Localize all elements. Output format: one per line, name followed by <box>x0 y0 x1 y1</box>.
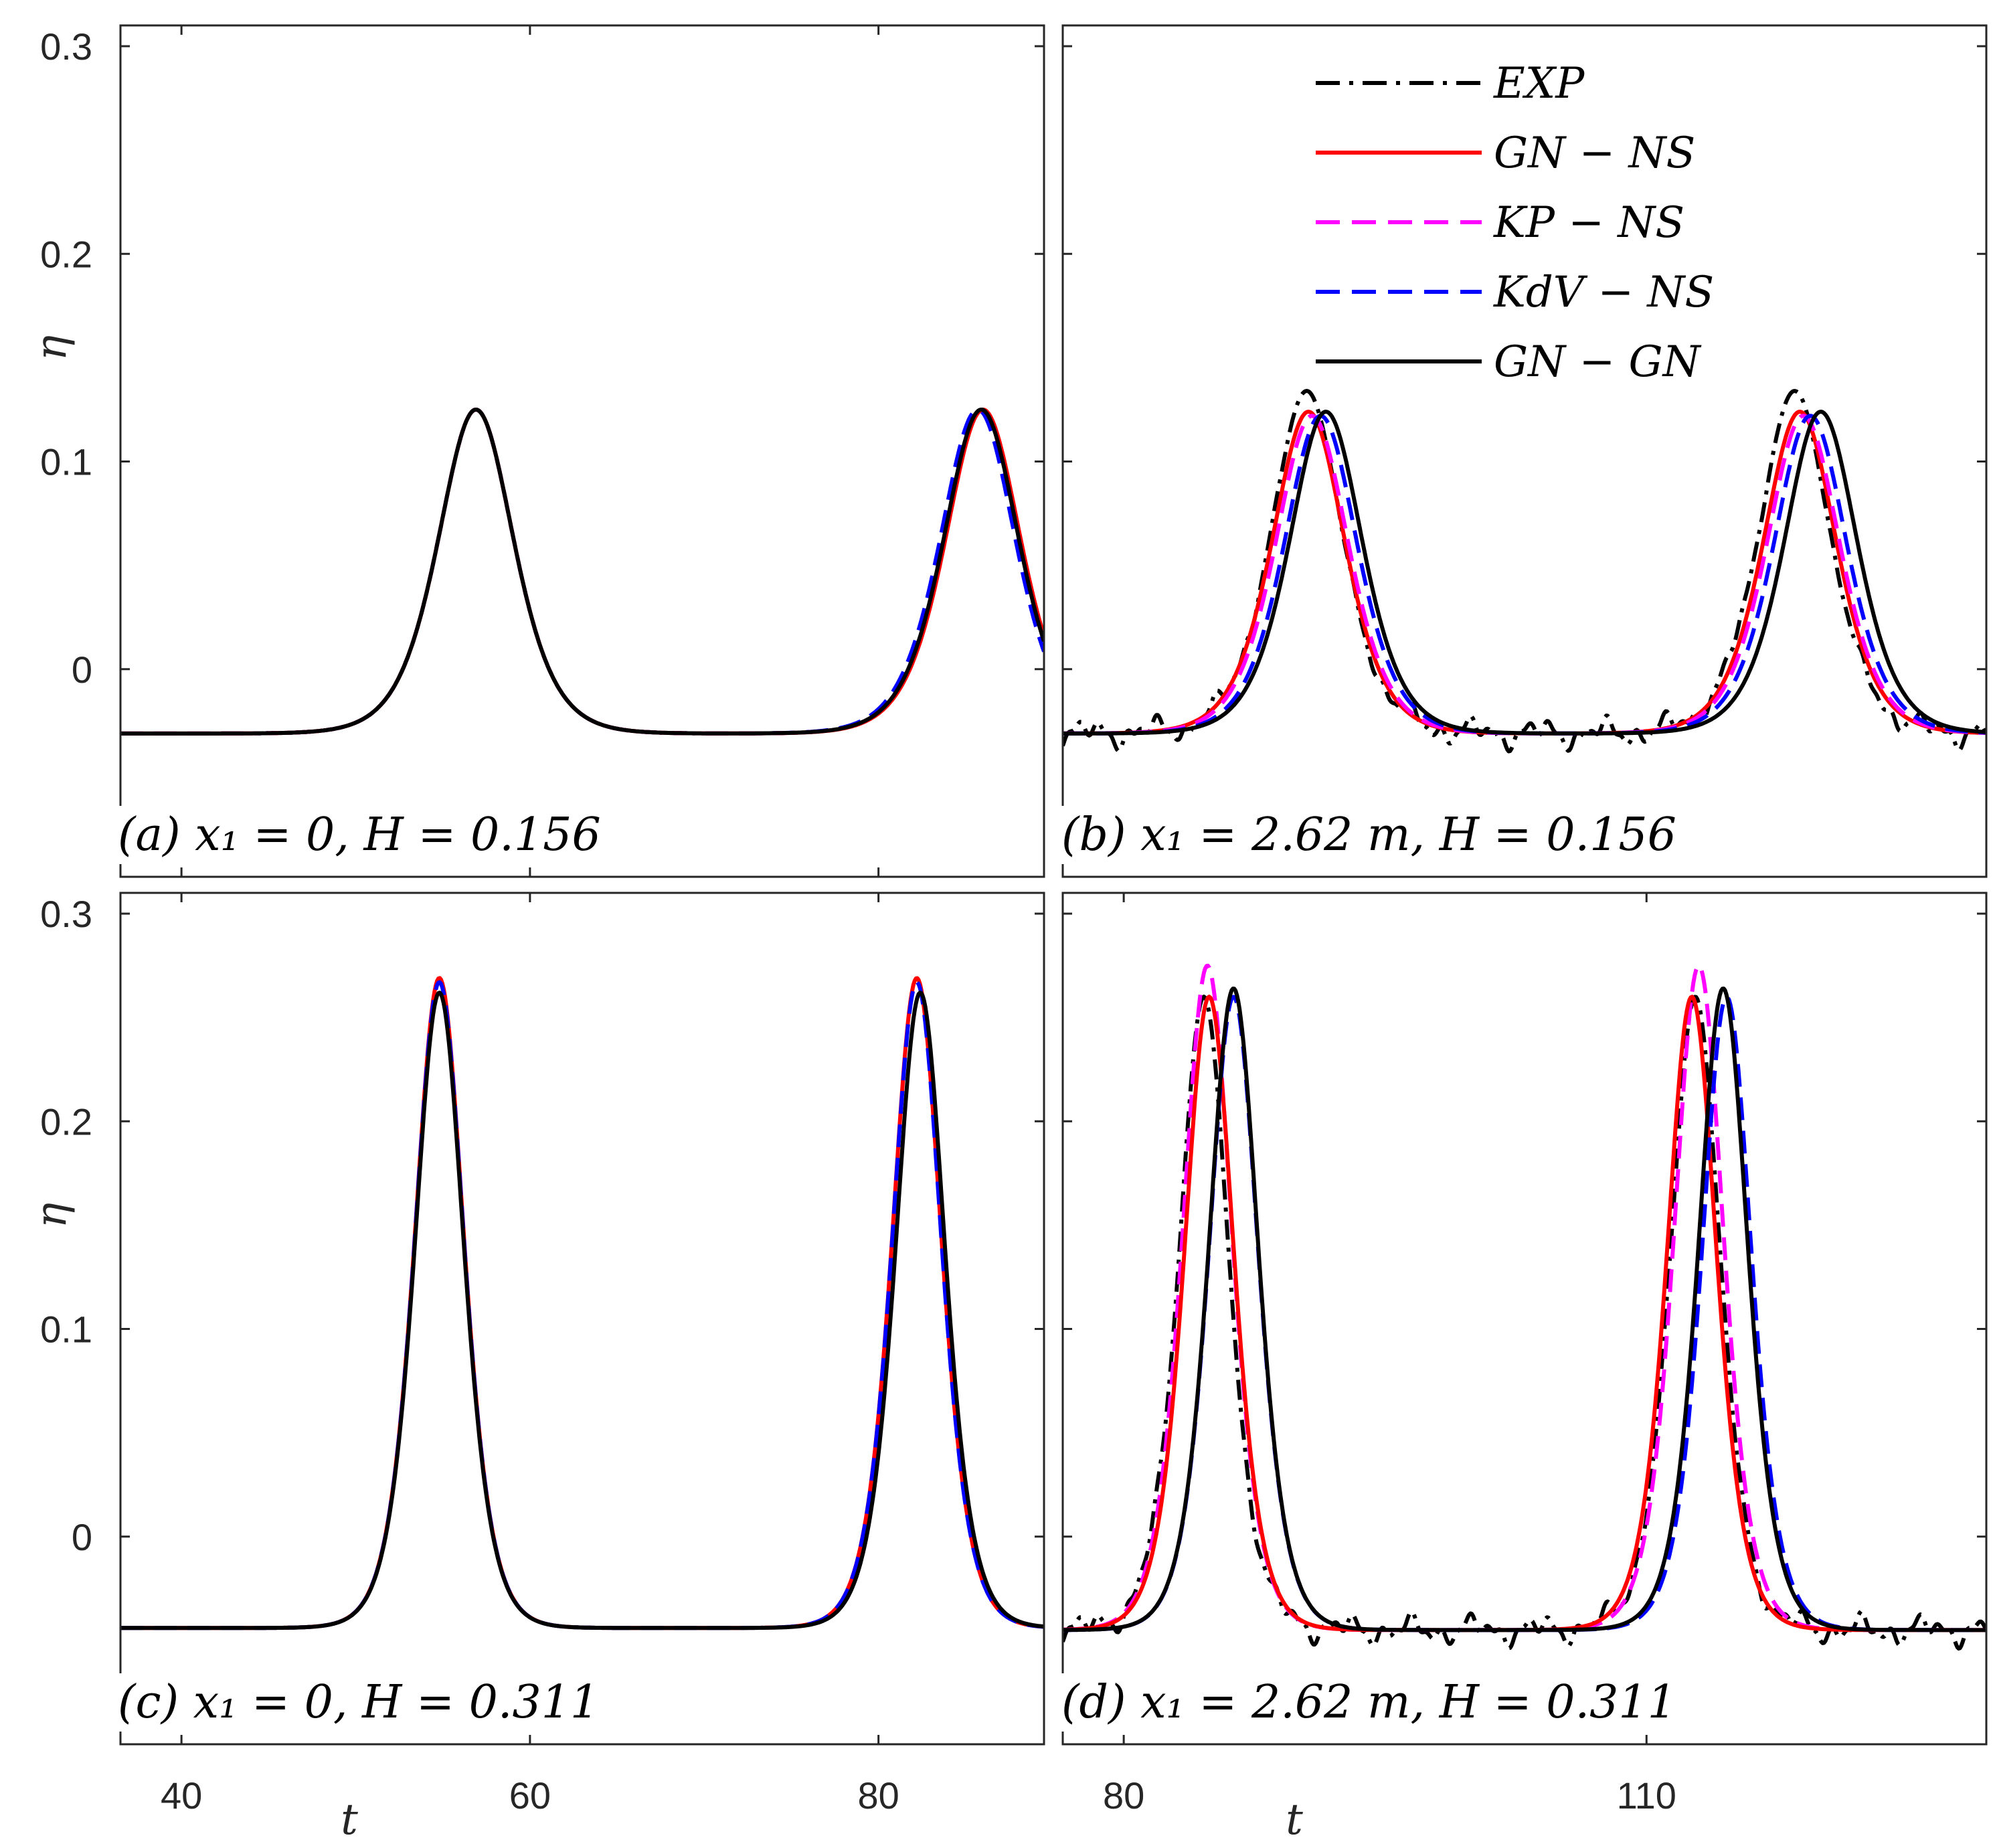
panel-b-ticks <box>1063 45 1986 671</box>
panel-d: 80 110 (d) x₁ = 2.62 m, H = 0.311 <box>1057 892 1988 1817</box>
series-gn-gn-panel-c <box>120 991 1044 1630</box>
panel-c: 0 0.1 0.2 0.3 40 60 80 (c) x₁ = 0, H = 0.311 <box>40 892 1045 1817</box>
series-gn-gn-panel-a <box>120 408 1044 736</box>
legend-entry-gn-gn: GN − GN <box>1316 337 1702 387</box>
ytick-label-c-1: 0.1 <box>40 1309 92 1351</box>
panel-d-frame <box>1061 892 1988 1746</box>
series-gn-gn-panel-d <box>1063 987 1986 1632</box>
panel-d-ticks: 80 110 <box>1063 893 1986 1817</box>
series-gn-gn-panel-b <box>1063 410 1986 736</box>
panel-a-series <box>120 408 1044 736</box>
panel-a: 0 0.1 0.2 0.3 (a) x₁ = 0, H = 0.156 <box>40 24 1045 878</box>
y-axis-label-top: η <box>27 335 76 361</box>
legend-label-gn-ns: GN − NS <box>1494 129 1695 178</box>
legend-label-exp: EXP <box>1493 59 1585 108</box>
panel-c-series <box>120 976 1044 1630</box>
panel-label-backing <box>114 806 605 864</box>
ytick-label-c-2: 0.2 <box>40 1100 92 1143</box>
xtick-label-d-1: 110 <box>1617 1774 1676 1817</box>
panel-b: (b) x₁ = 2.62 m, H = 0.156 <box>1057 24 1988 878</box>
panel-b-label: (b) x₁ = 2.62 m, H = 0.156 <box>1061 809 1676 861</box>
x-axis-label-right: t <box>1286 1795 1303 1845</box>
x-axis-label-left: t <box>341 1795 358 1845</box>
panel-d-label: (d) x₁ = 2.62 m, H = 0.311 <box>1061 1676 1676 1729</box>
panel-label-backing <box>1057 1673 1680 1732</box>
xtick-label-c-0: 40 <box>161 1774 202 1817</box>
y-axis-label-bottom: η <box>27 1203 76 1228</box>
panel-c-frame <box>119 892 1045 1746</box>
series-exp-panel-b <box>1063 389 1986 754</box>
ytick-label-c-3: 0.3 <box>40 893 92 935</box>
panel-a-label: (a) x₁ = 0, H = 0.156 <box>118 809 601 861</box>
panel-d-series <box>1063 963 1986 1651</box>
panel-label-backing <box>114 1673 604 1732</box>
legend-label-kp-ns: KP − NS <box>1493 198 1684 248</box>
panel-a-frame <box>119 24 1045 878</box>
panel-label-backing <box>1057 806 1680 864</box>
panel-a-ticks: 0 0.1 0.2 0.3 <box>40 25 1044 877</box>
ytick-label-a-3: 0.3 <box>40 25 92 68</box>
panel-c-ticks: 0 0.1 0.2 0.3 40 60 80 <box>40 893 1044 1817</box>
ytick-label-c-0: 0 <box>72 1516 92 1558</box>
ytick-label-a-2: 0.2 <box>40 233 92 275</box>
panel-b-series <box>1063 389 1986 754</box>
legend-entry-gn-ns: GN − NS <box>1316 129 1695 178</box>
legend-label-gn-gn: GN − GN <box>1494 337 1702 387</box>
panel-b-frame <box>1061 24 1988 878</box>
series-exp-panel-d <box>1063 995 1986 1651</box>
ytick-label-a-0: 0 <box>72 649 92 691</box>
ytick-label-a-1: 0.1 <box>40 441 92 483</box>
xtick-label-c-2: 80 <box>857 1774 899 1817</box>
xtick-label-d-0: 80 <box>1103 1774 1144 1817</box>
legend-label-kdv-ns: KdV − NS <box>1493 268 1714 317</box>
legend: EXP GN − NS KP − NS KdV − NS GN − GN <box>1316 59 1714 387</box>
legend-entry-exp: EXP <box>1316 59 1585 108</box>
legend-entry-kdv-ns: KdV − NS <box>1316 268 1714 317</box>
panel-c-label: (c) x₁ = 0, H = 0.311 <box>118 1676 599 1729</box>
legend-entry-kp-ns: KP − NS <box>1316 198 1684 248</box>
xtick-label-c-1: 60 <box>509 1774 551 1817</box>
